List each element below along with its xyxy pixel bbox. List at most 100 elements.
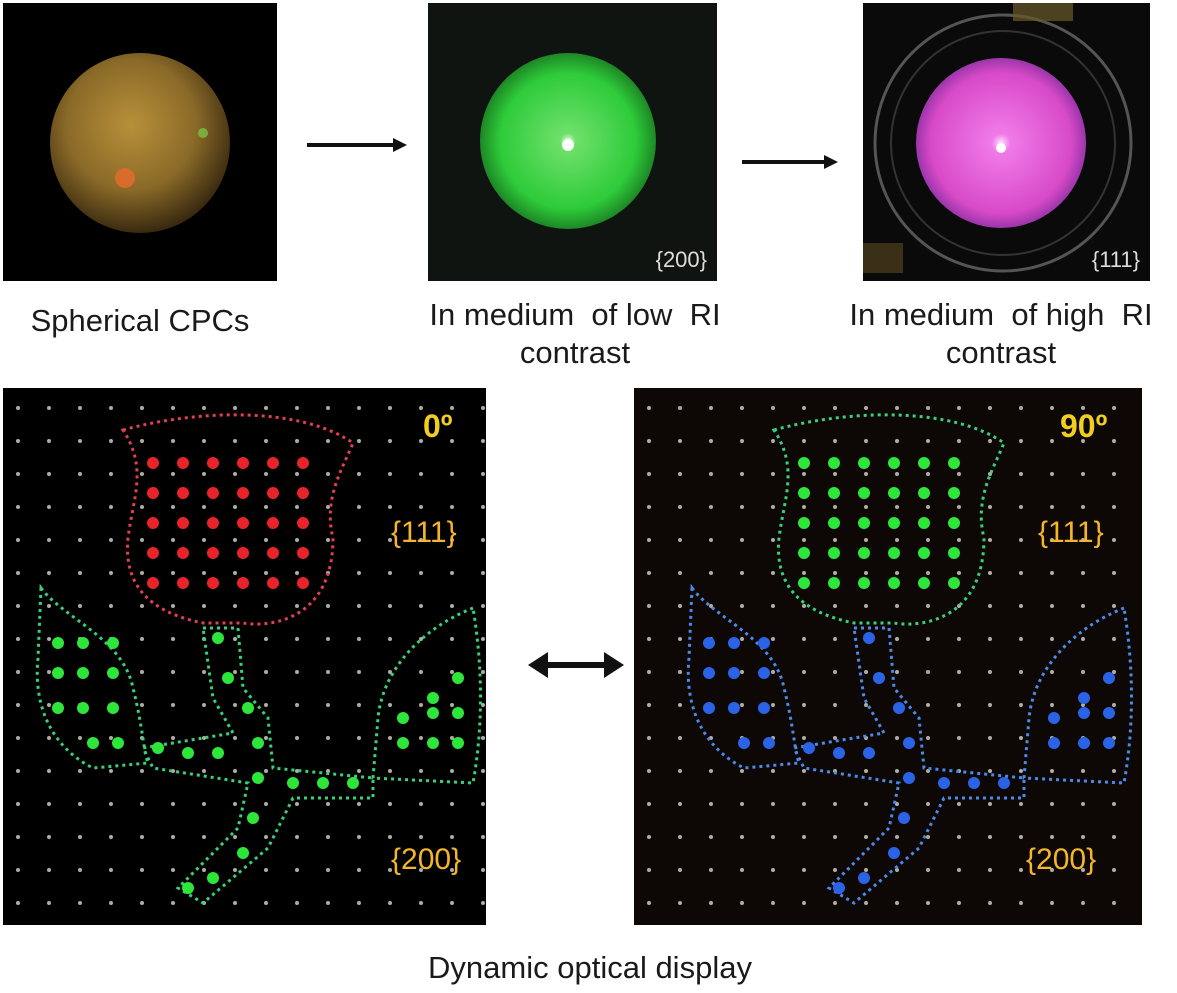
head-dot [267, 457, 279, 469]
grid-dot [740, 868, 744, 872]
grid-dot [802, 703, 806, 707]
grid-dot [957, 802, 961, 806]
grid-dot [450, 571, 454, 575]
grid-dot [202, 538, 206, 542]
grid-dot [740, 901, 744, 905]
grid-dot [1050, 802, 1054, 806]
head-dot [267, 517, 279, 529]
grid-dot [771, 538, 775, 542]
grid-dot [678, 868, 682, 872]
grid-dot [295, 472, 299, 476]
grid-dot [895, 538, 899, 542]
grid-dot [864, 439, 868, 443]
grid-dot [1050, 604, 1054, 608]
grid-dot [264, 736, 268, 740]
grid-dot [678, 703, 682, 707]
grid-dot [202, 472, 206, 476]
grid-dot [1081, 406, 1085, 410]
grid-dot [740, 703, 744, 707]
head-dot [207, 517, 219, 529]
grid-dot [1050, 670, 1054, 674]
grid-dot [957, 439, 961, 443]
grid-dot [740, 604, 744, 608]
grid-dot [771, 670, 775, 674]
leaf-dot [1103, 672, 1115, 684]
grid-dot [481, 604, 485, 608]
grid-dot [740, 406, 744, 410]
grid-dot [78, 802, 82, 806]
grid-dot [740, 769, 744, 773]
grid-dot [1019, 538, 1023, 542]
grid-dot [419, 736, 423, 740]
grid-dot [109, 604, 113, 608]
stem-dot [903, 737, 915, 749]
grid-dot [171, 901, 175, 905]
grid-dot [140, 901, 144, 905]
grid-dot [295, 769, 299, 773]
grid-dot [264, 604, 268, 608]
head-dot [828, 547, 840, 559]
grid-dot [326, 406, 330, 410]
grid-dot [895, 505, 899, 509]
head-dot [177, 577, 189, 589]
head-dot [918, 547, 930, 559]
grid-dot [988, 505, 992, 509]
grid-dot [140, 868, 144, 872]
grid-dot [647, 868, 651, 872]
grid-dot [771, 571, 775, 575]
grid-dot [678, 637, 682, 641]
grid-dot [326, 670, 330, 674]
angle-label-90: 90º [1060, 408, 1108, 444]
grid-dot [1019, 472, 1023, 476]
grid-dot [833, 505, 837, 509]
leaf-dot [738, 737, 750, 749]
head-dot [858, 577, 870, 589]
grid-dot [957, 571, 961, 575]
grid-dot [1112, 703, 1116, 707]
grid-dot [16, 604, 20, 608]
grid-dot [481, 835, 485, 839]
low-ri-image: {200} [428, 3, 717, 281]
label-200-left: {200} [391, 843, 462, 876]
grid-dot [419, 670, 423, 674]
grid-dot [419, 637, 423, 641]
grid-dot [171, 670, 175, 674]
head-dot [147, 577, 159, 589]
grid-dot [833, 802, 837, 806]
grid-dot [895, 472, 899, 476]
grid-dot [1112, 472, 1116, 476]
grid-dot [171, 571, 175, 575]
grid-dot [1112, 505, 1116, 509]
leaf-dot [758, 702, 770, 714]
stem-outline [140, 626, 375, 905]
grid-dot [802, 571, 806, 575]
grid-dot [864, 538, 868, 542]
grid-dot [326, 901, 330, 905]
grid-dot [264, 670, 268, 674]
stem-dot [237, 847, 249, 859]
grid-dot [140, 835, 144, 839]
grid-dot [802, 868, 806, 872]
grid-dot [264, 703, 268, 707]
grid-dot [47, 637, 51, 641]
grid-dot [16, 637, 20, 641]
bottom-caption: Dynamic optical display [428, 950, 752, 985]
leaf-dot [452, 707, 464, 719]
leaf-dot [107, 667, 119, 679]
grid-dot [171, 637, 175, 641]
head-dot [858, 487, 870, 499]
grid-dot [419, 406, 423, 410]
grid-dot [264, 868, 268, 872]
stem-dot [252, 772, 264, 784]
grid-dot [1019, 769, 1023, 773]
grid-dot [357, 868, 361, 872]
grid-dot [802, 802, 806, 806]
grid-dot [388, 901, 392, 905]
leaf-dot [1078, 707, 1090, 719]
grid-dot [264, 769, 268, 773]
grid-dot [47, 736, 51, 740]
grid-dot [109, 835, 113, 839]
grid-dot [802, 439, 806, 443]
grid-dot [109, 538, 113, 542]
head-dot [798, 487, 810, 499]
